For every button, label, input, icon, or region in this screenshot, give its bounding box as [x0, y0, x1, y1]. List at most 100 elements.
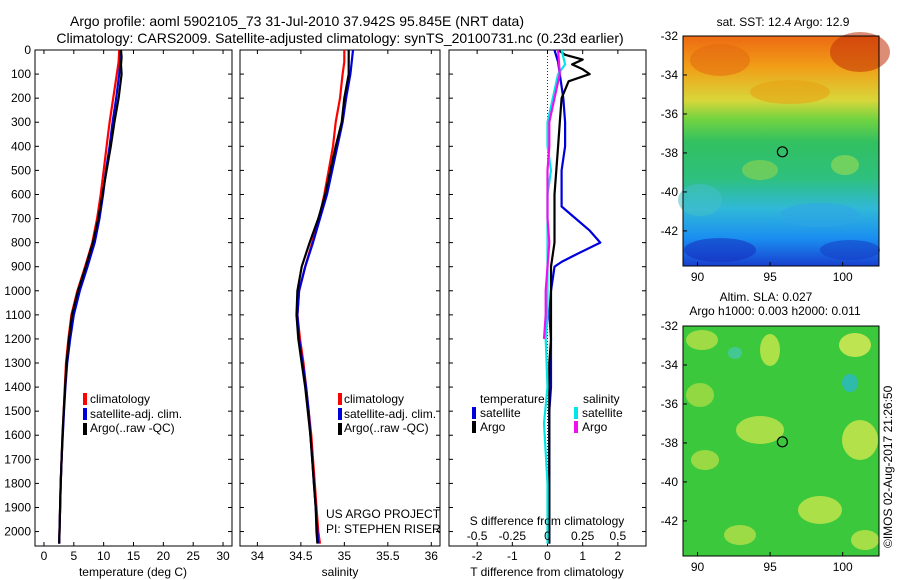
series-satellite-adj-clim [296, 49, 355, 544]
temperature-xlabel: temperature (deg C) [79, 565, 187, 579]
lon-label: 90 [691, 270, 705, 284]
x2-tick-label: 0.5 [610, 529, 627, 543]
legend-heading-temperature: temperature [480, 392, 545, 406]
legend-label-climatology: climatology [344, 392, 404, 406]
legend-swatch-s-argo [574, 421, 578, 433]
x-tick-label: 25 [187, 549, 201, 563]
depth-label: 1600 [4, 428, 31, 442]
depth-label: 200 [11, 91, 31, 105]
series-climatology [296, 50, 346, 544]
x2-tick-label: 0.25 [571, 529, 595, 543]
depth-label: 1000 [4, 284, 31, 298]
legend-label-t-argo: Argo [480, 420, 506, 434]
legend-label-t-satellite: satellite [480, 406, 521, 420]
lat-label: -40 [661, 475, 679, 489]
legend-heading-salinity: salinity [583, 392, 620, 406]
legend-swatch-s-satellite [574, 407, 578, 419]
difference-xlabel-salinity: S difference from climatology [470, 514, 625, 528]
lat-label: -32 [661, 29, 679, 43]
legend-label-argo: Argo(..raw -QC) [90, 421, 175, 435]
legend-label-argo: Argo(..raw -QC) [344, 421, 429, 435]
series-argo-raw-qc [58, 49, 123, 544]
project-annotation: US ARGO PROJECT [326, 507, 441, 521]
title-line-1: Argo profile: aoml 5902105_73 31-Jul-201… [70, 13, 524, 29]
lon-label: 90 [691, 560, 705, 574]
x-tick-label: 34 [251, 549, 265, 563]
depth-label: 100 [11, 67, 31, 81]
depth-label: 1500 [4, 404, 31, 418]
lat-label: -42 [661, 224, 679, 238]
x-tick-label: 15 [127, 549, 141, 563]
series-salinity-satellite [542, 49, 567, 544]
lat-label: -36 [661, 397, 679, 411]
depth-tick-labels: 0 100 200 300 400 500 600 700 800 900 1000 1100 1200… [4, 43, 31, 539]
legend-swatch-satellite [338, 408, 342, 420]
difference-legend: temperature satellite Argo salinity sate… [472, 392, 623, 434]
sla-map: -32 -34 -36 -38 -40 -42 90 95 100 [661, 319, 880, 574]
legend-label-satellite: satellite-adj. clim. [90, 407, 182, 421]
x-tick-label: 10 [97, 549, 111, 563]
salinity-legend: climatology satellite-adj. clim. Argo(..… [326, 392, 441, 536]
lon-label: 95 [763, 560, 777, 574]
legend-label-s-argo: Argo [582, 420, 608, 434]
depth-label: 700 [11, 212, 31, 226]
x-tick-label: -1 [507, 549, 518, 563]
x-tick-label: 1 [579, 549, 586, 563]
sla-map-title: Altim. SLA: 0.027 [720, 290, 813, 304]
legend-swatch-climatology [338, 393, 342, 405]
lat-label: -32 [661, 319, 679, 333]
x2-tick-label: 0 [544, 529, 551, 543]
x-tick-label: 5 [70, 549, 77, 563]
legend-swatch-satellite [83, 408, 87, 420]
series-temperature-argo [548, 49, 591, 544]
temperature-axes [34, 49, 233, 547]
temperature-legend: climatology satellite-adj. clim. Argo(..… [83, 392, 182, 435]
legend-swatch-climatology [83, 393, 87, 405]
x-tick-label: 36 [425, 549, 439, 563]
sla-texture [686, 330, 879, 550]
title-line-2: Climatology: CARS2009. Satellite-adjuste… [56, 30, 623, 46]
depth-label: 400 [11, 139, 31, 153]
pi-annotation: PI: STEPHEN RISER [326, 522, 441, 536]
x2-tick-label: -0.25 [499, 529, 527, 543]
legend-swatch-argo [83, 423, 87, 435]
credit-stamp: ©IMOS 02-Aug-2017 21:26:50 [881, 385, 895, 548]
x-tick-label: 20 [157, 549, 171, 563]
temperature-plot: 0 5 10 15 20 25 30 [35, 49, 232, 563]
depth-label: 1400 [4, 380, 31, 394]
sst-map: -32 -34 -36 -38 -40 -42 90 95 100 [661, 29, 890, 284]
lat-label: -34 [661, 68, 679, 82]
lat-label: -36 [661, 107, 679, 121]
x-tick-label: 0 [41, 549, 48, 563]
series-temperature-satellite [548, 49, 602, 544]
x-tick-label: 2 [615, 549, 622, 563]
lon-label: 100 [833, 270, 853, 284]
series-argo-raw-qc [295, 50, 350, 544]
lat-label: -38 [661, 146, 679, 160]
legend-label-s-satellite: satellite [582, 406, 623, 420]
depth-label: 800 [11, 236, 31, 250]
depth-label: 300 [11, 115, 31, 129]
sla-map-subtitle: Argo h1000: 0.003 h2000: 0.011 [689, 304, 861, 318]
salinity-xlabel: salinity [322, 565, 359, 579]
sst-texture [678, 32, 890, 262]
sst-map-frame [682, 35, 880, 267]
depth-label: 0 [24, 43, 31, 57]
x-tick-label: 30 [216, 549, 230, 563]
difference-plot: -2 -1 0 1 2 -0.5 -0.25 0 0.25 0.5 [449, 49, 646, 563]
x-tick-label: 35 [338, 549, 352, 563]
legend-label-satellite: satellite-adj. clim. [344, 407, 436, 421]
series-climatology [58, 49, 121, 544]
x2-tick-label: -0.5 [467, 529, 488, 543]
series-satellite-adj-clim [58, 50, 122, 544]
legend-swatch-argo [338, 423, 342, 435]
argo-float-marker [776, 146, 788, 158]
depth-label: 500 [11, 163, 31, 177]
sst-map-title: sat. SST: 12.4 Argo: 12.9 [717, 15, 850, 29]
depth-label: 1900 [4, 500, 31, 514]
sla-map-frame [682, 325, 880, 557]
depth-label: 600 [11, 187, 31, 201]
legend-swatch-t-argo [472, 421, 476, 433]
x-tick-label: 34.5 [289, 549, 313, 563]
